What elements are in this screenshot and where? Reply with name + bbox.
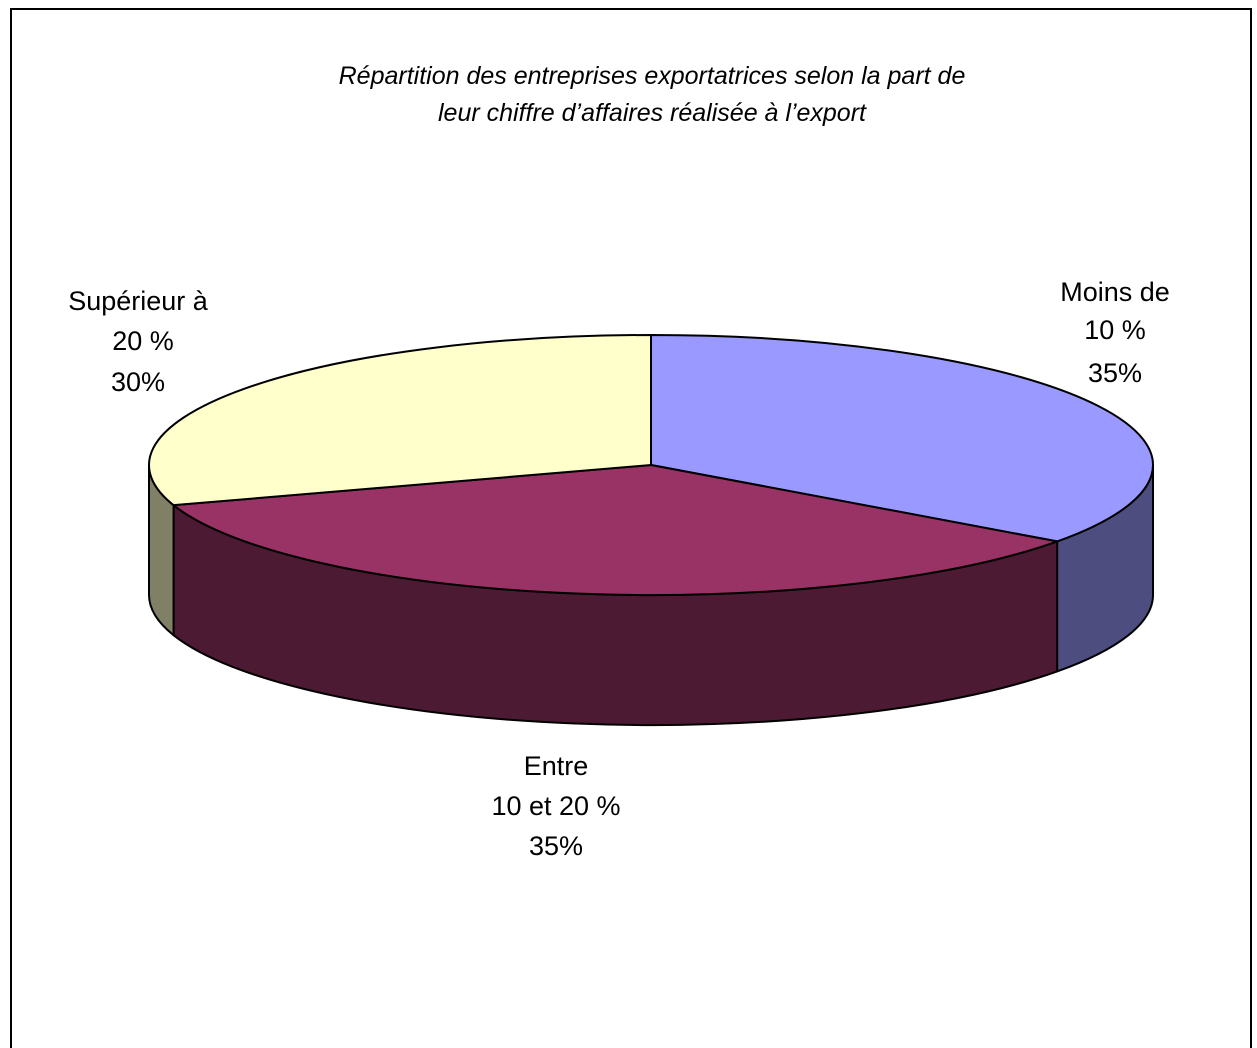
pie-tops [148, 334, 1154, 596]
pie-sides [148, 464, 1154, 726]
slice-label-entre-10-et-20-line-1: Entre [524, 751, 589, 781]
slice-label-entre-10-et-20-line-2: 10 et 20 % [491, 791, 620, 821]
pie-slice-moins-de-10 [650, 334, 1154, 543]
pie-slice-superieur-a-20 [148, 334, 652, 507]
chart-title-line-2: leur chiffre d’affaires réalisée à l’exp… [438, 99, 867, 127]
slice-label-superieur-a-20-line-2: 20 % [112, 326, 174, 356]
pie-slice-entre-10-et-20 [172, 464, 1059, 596]
slice-value-entre-10-et-20: 35% [529, 831, 583, 861]
slice-label-moins-de-10-line-1: Moins de [1060, 277, 1170, 307]
slice-label-superieur-a-20-line-1: Supérieur à [68, 286, 209, 316]
slice-value-superieur-a-20: 30% [111, 367, 165, 397]
slice-value-moins-de-10: 35% [1088, 358, 1142, 388]
chart-title-line-1: Répartition des entreprises exportatrice… [339, 62, 966, 90]
slice-label-moins-de-10-line-2: 10 % [1084, 315, 1146, 345]
